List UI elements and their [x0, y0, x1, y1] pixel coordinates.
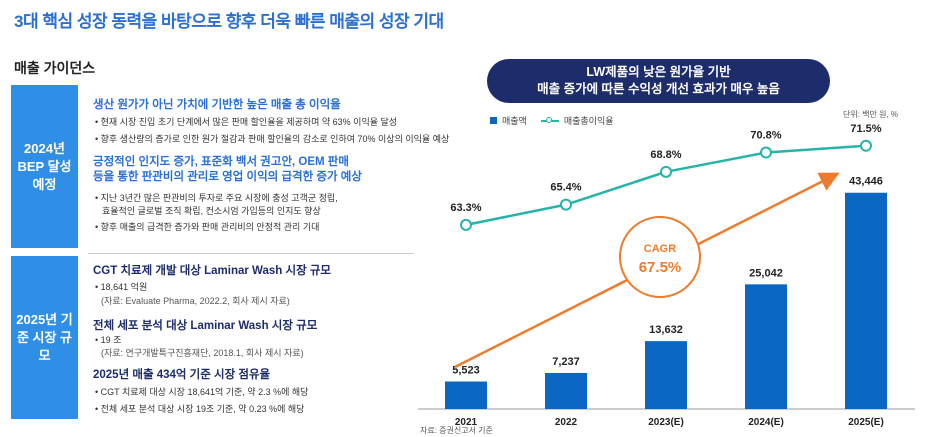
- line-point: [460, 218, 472, 231]
- unit-label: 단위: 백만 원, %: [842, 110, 898, 119]
- side-label-2024: 2024년 BEP 달성 예정: [11, 85, 78, 248]
- line-point: [860, 139, 872, 152]
- panel-divider: [88, 253, 414, 254]
- bar-value-label: 13,632: [649, 324, 683, 336]
- x-tick-label: 2022: [555, 417, 578, 428]
- panel1-bullet: • 향후 생산량의 증가로 인한 원가 절감과 판매 할인율의 감소로 인하여 …: [95, 134, 450, 144]
- panel2-heading1: CGT 치료제 개발 대상 Laminar Wash 시장 규모: [93, 265, 331, 277]
- x-tick-label: 2023(E): [648, 417, 684, 428]
- x-tick-label: 2025(E): [848, 417, 884, 428]
- bar: [745, 284, 787, 409]
- panel1-bullet: • 향후 매출의 급격한 증가와 판매 관리비의 안정적 관리 기대: [95, 222, 320, 232]
- x-tick-label: 2021: [455, 417, 478, 428]
- cagr-label: CAGR: [644, 243, 676, 255]
- bar-value-label: 25,042: [749, 267, 783, 279]
- panel2-heading3: 2025년 매출 434억 기준 시장 점유율: [93, 369, 271, 381]
- bar: [545, 372, 587, 409]
- line-value-label: 70.8%: [750, 130, 781, 142]
- panel2-bullet: • 전체 세포 분석 대상 시장 19조 기준, 약 0.23 %에 해당: [95, 404, 305, 414]
- panel2-bullet: • 19 조: [95, 335, 122, 345]
- headline: 3대 핵심 성장 동력을 바탕으로 향후 더욱 빠른 매출의 성장 기대: [14, 12, 444, 31]
- bar-value-label: 43,446: [849, 176, 883, 188]
- panel2-source: (자료: 연구개발특구진흥재단, 2018.1, 회사 제시 자료): [101, 348, 304, 358]
- panel1-bullet: • 현재 시장 진입 초기 단계에서 많은 판매 할인율을 제공하며 약 63%…: [95, 117, 398, 127]
- bar: [845, 192, 887, 409]
- line-value-label: 71.5%: [850, 123, 881, 135]
- line-point: [760, 146, 772, 159]
- bar-value-label: 7,237: [552, 356, 580, 368]
- chart-legend: 매출액 매출총이익율: [490, 114, 614, 127]
- legend-bar-label: 매출액: [502, 116, 527, 126]
- legend-line-swatch: [540, 116, 559, 123]
- panel1-bullet: • 지난 3년간 많은 판관비의 투자로 주요 시장에 충성 고객군 정립,: [95, 193, 338, 203]
- side-label-2025: 2025년 기준 시장 규모: [11, 256, 78, 419]
- panel2-source: (자료: Evaluate Pharma, 2022.2, 회사 제시 자료): [101, 296, 290, 306]
- line-value-label: 68.8%: [650, 149, 681, 161]
- line-point: [660, 165, 672, 178]
- line-value-label: 63.3%: [450, 202, 481, 214]
- cagr-circle: [619, 216, 701, 298]
- panel2-bullet: • 18,641 억원: [95, 282, 148, 292]
- panel1-heading1: 생산 원가가 아닌 가치에 기반한 높은 매출 총 이익율: [93, 99, 341, 111]
- x-tick-label: 2024(E): [748, 417, 784, 428]
- legend-line-label: 매출총이익율: [563, 116, 614, 126]
- bar: [645, 341, 687, 409]
- bar-value-label: 5,523: [452, 365, 480, 377]
- panel1-heading2: 긍정적인 인지도 증가, 표준화 백서 권고안, OEM 판매 등을 통한 판관비…: [93, 156, 362, 183]
- chart-banner: LW제품의 낮은 원가율 기반 매출 증가에 따른 수익성 개선 효과가 매우 높…: [487, 59, 830, 103]
- panel1-bullet-cont: 효율적인 글로벌 조직 확립, 컨소시엄 가입등의 인지도 향상: [102, 206, 321, 216]
- cagr-value: 67.5%: [639, 259, 682, 276]
- section-title: 매출 가이던스: [14, 60, 96, 76]
- line-point: [560, 198, 572, 211]
- legend-bar-swatch: [490, 117, 497, 124]
- panel2-bullet: • CGT 치료제 대상 시장 18,641억 기준, 약 2.3 %에 해당: [95, 387, 309, 397]
- panel2-heading2: 전체 세포 분석 대상 Laminar Wash 시장 규모: [93, 320, 318, 332]
- bar: [445, 381, 487, 409]
- source-note: 자료: 증권신고서 기준: [420, 426, 493, 435]
- line-value-label: 65.4%: [550, 182, 581, 194]
